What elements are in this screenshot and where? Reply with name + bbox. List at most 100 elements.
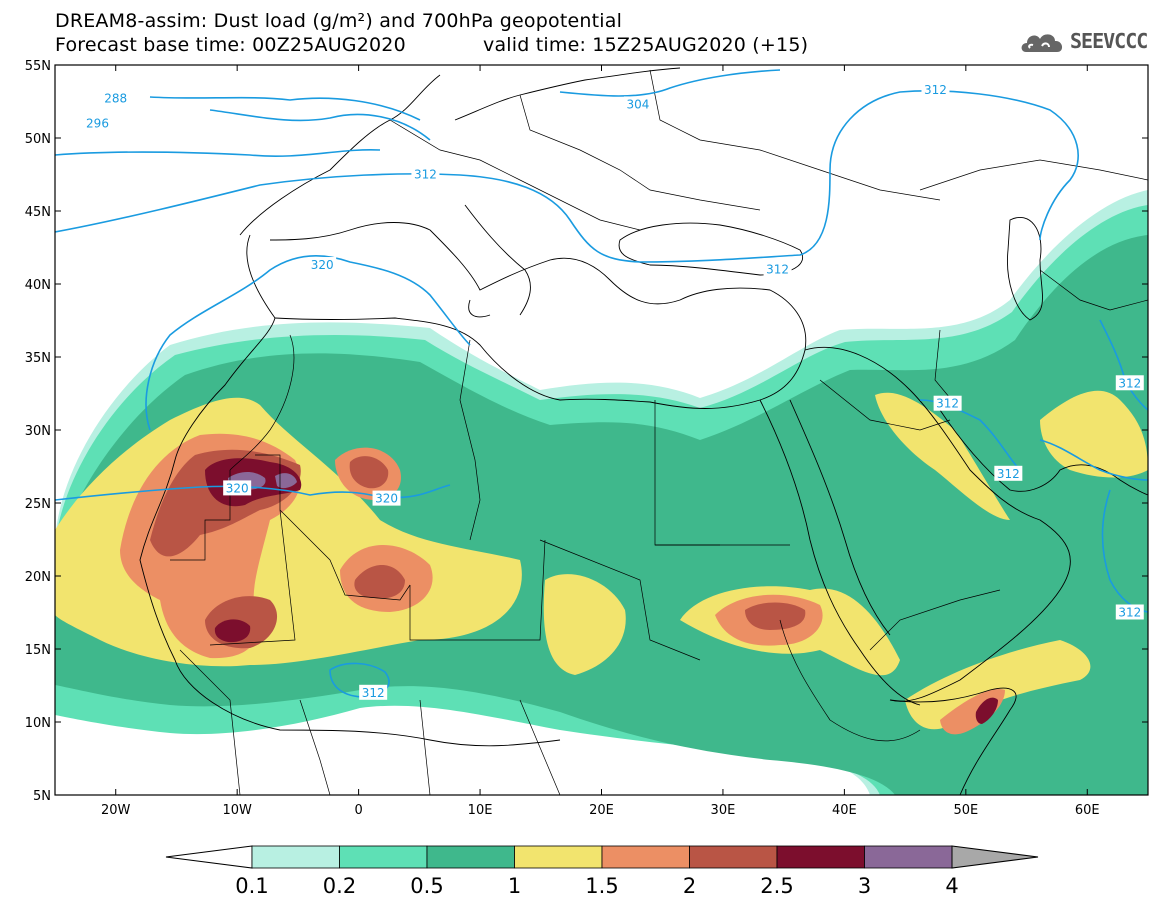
colorbar-level-label: 2.5 — [760, 874, 793, 898]
border-europe-2 — [519, 94, 761, 211]
contour-label: 312 — [1118, 376, 1141, 390]
cloud-logo-icon — [1021, 34, 1063, 52]
logo-text: SEEVCCC — [1070, 29, 1148, 53]
geopotential-contours — [55, 69, 1148, 698]
colorbar-level-label: 1.5 — [585, 874, 618, 898]
coastline-black-sea — [618, 222, 803, 276]
contour-label: 312 — [997, 467, 1020, 481]
lon-tick-label: 0 — [354, 803, 362, 818]
colorbar-over-triangle — [951, 845, 1039, 869]
lat-tick-label: 10N — [25, 716, 51, 731]
coastline-mediterranean — [269, 222, 807, 409]
border-russia-kazakh — [919, 159, 1148, 191]
lat-tick-label: 20N — [25, 570, 51, 585]
valid-time-text: valid time: 15Z25AUG2020 (+15) — [483, 34, 809, 56]
contour-label-box — [763, 261, 792, 277]
coastline-europe-north — [239, 67, 681, 236]
border-saudi-iraq — [819, 379, 951, 431]
dust-field — [55, 190, 1148, 795]
colorbar-level-label: 0.5 — [410, 874, 443, 898]
border-europe-1 — [389, 119, 641, 231]
dust-2-algeria-layer — [349, 456, 389, 489]
colorbar-segment — [689, 845, 778, 869]
border-niger-chad — [409, 539, 546, 641]
lat-tick-label: 40N — [25, 278, 51, 293]
border-west-africa-south — [179, 649, 561, 795]
border-europe-3 — [649, 69, 941, 201]
contour-label-box — [223, 480, 252, 496]
lat-tick-label: 50N — [25, 132, 51, 147]
coastline-arabia — [804, 346, 1071, 702]
contour-label: 312 — [1118, 606, 1141, 620]
contour-label: 296 — [86, 116, 109, 130]
contour-320-west — [145, 255, 471, 431]
coastline-caspian — [1007, 217, 1043, 321]
contour-288 — [149, 96, 421, 121]
border-turkmen — [1039, 269, 1148, 311]
lon-tick-label: 20E — [589, 803, 614, 818]
contour-label-box — [101, 90, 130, 106]
lat-tick-label: 25N — [25, 497, 51, 512]
lon-tick-label: 10W — [222, 803, 252, 818]
dust-2-niger-layer — [354, 565, 405, 599]
colorbar-segment — [251, 845, 340, 869]
dust-2-sudan-layer — [745, 602, 806, 630]
colorbar-under-triangle — [165, 845, 253, 869]
country-borders — [170, 69, 1148, 795]
contour-label: 320 — [375, 492, 398, 506]
contour-label: 312 — [362, 686, 385, 700]
colorbar-segment — [864, 845, 953, 869]
contour-label-box — [308, 257, 337, 273]
dust-2.5-horn-layer — [975, 697, 998, 724]
border-algeria-mali — [279, 509, 411, 601]
lon-tick-label: 50E — [953, 803, 978, 818]
forecast-base-time: Forecast base time: 00Z25AUG2020 valid ti… — [55, 34, 808, 56]
lon-tick-label: 20W — [101, 803, 131, 818]
border-western-sahara — [170, 470, 231, 561]
contour-304-east — [559, 69, 781, 97]
lat-tick-label: 30N — [25, 424, 51, 439]
contour-label: 312 — [936, 397, 959, 411]
seevccc-logo: SEEVCCC — [1018, 26, 1158, 58]
contour-label-box — [83, 115, 112, 131]
colorbar-level-label: 3 — [858, 874, 871, 898]
colorbar-segment — [514, 845, 603, 869]
contour-304-west — [55, 148, 381, 158]
colorbar-segment — [776, 845, 865, 869]
contour-label-box — [921, 81, 950, 97]
contour-label-box — [359, 684, 388, 700]
lat-tick-label: 35N — [25, 351, 51, 366]
lon-tick-label: 30E — [711, 803, 736, 818]
coastline-persian-gulf — [939, 409, 1148, 496]
contour-label: 320 — [311, 258, 334, 272]
contour-label-box — [1115, 375, 1144, 391]
lon-tick-label: 60E — [1075, 803, 1100, 818]
border-sudan-ethiopia — [779, 619, 921, 742]
contour-label-box — [1115, 604, 1144, 620]
colorbar-level-label: 0.1 — [235, 874, 268, 898]
dust-3-east-layer — [275, 473, 297, 489]
lon-tick-label: 10E — [468, 803, 493, 818]
contour-label: 312 — [766, 262, 789, 276]
lat-tick-label: 15N — [25, 643, 51, 658]
contour-label: 312 — [414, 168, 437, 182]
contour-label: 288 — [104, 92, 127, 106]
coastline-west-africa — [139, 234, 561, 747]
map-title: DREAM8-assim: Dust load (g/m²) and 700hP… — [55, 10, 623, 32]
contour-label-box — [623, 96, 652, 112]
dust-1-horn-layer — [905, 640, 1091, 730]
axis-ticks: 20W 10W 0 10E 20E 30E 40E 50E 60E 55N 50N 45N 40N 35N… — [25, 59, 1148, 818]
colorbar-level-label: 0.2 — [323, 874, 356, 898]
colorbar-segment — [339, 845, 428, 869]
map-plot-area: 2882963043043123123123203203203123123123… — [55, 65, 1148, 795]
contour-label-box — [372, 490, 401, 506]
contour-312-iran — [1039, 439, 1148, 481]
dust-2.5-mali-layer — [214, 619, 251, 643]
lat-tick-label: 45N — [25, 205, 51, 220]
dust-1-gulf-layer — [875, 392, 1010, 520]
colorbar-segment — [426, 845, 515, 869]
border-saudi-yemen — [869, 589, 1001, 651]
dust-1-chad-layer — [543, 574, 626, 675]
contour-label: 304 — [626, 97, 649, 111]
contour-label: 312 — [924, 83, 947, 97]
